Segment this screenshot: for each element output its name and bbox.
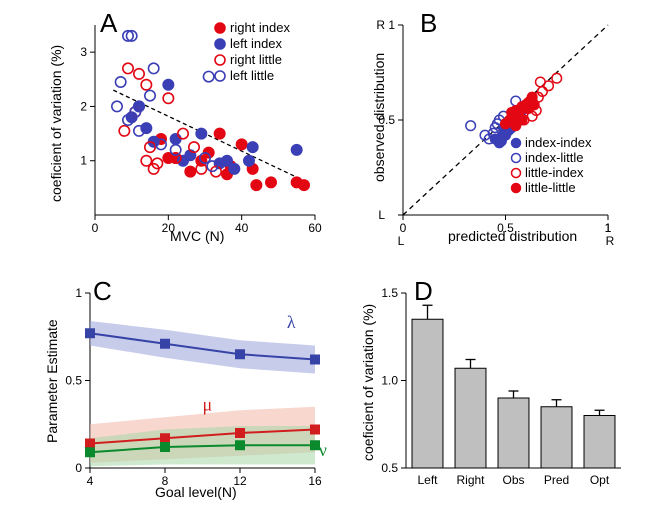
panel-D-label: D [414,276,433,307]
svg-text:λ: λ [287,312,296,332]
svg-text:1.0: 1.0 [381,374,398,388]
svg-text:L: L [398,234,405,248]
svg-text:1: 1 [75,286,82,300]
panel-D-ylabel: coeficient of variation (%) [360,304,376,461]
panel-C-plot: 48121600.51λμν [40,278,345,506]
figure: A coeficient of variation (%) MVC (N) 0 2… [0,0,661,522]
svg-text:Obs: Obs [502,473,524,487]
svg-text:2: 2 [80,99,87,113]
svg-text:right little: right little [230,52,282,67]
svg-text:left index: left index [230,36,283,51]
panel-A-label: A [100,8,117,39]
svg-text:40: 40 [235,221,249,235]
svg-text:little-little: little-little [525,180,576,195]
svg-text:1.5: 1.5 [381,286,398,300]
panel-B: B observed distribution predicted distri… [348,10,643,248]
svg-text:0.5: 0.5 [65,374,82,388]
svg-text:index-index: index-index [525,135,592,150]
svg-text:4: 4 [87,474,94,488]
svg-text:R: R [606,234,615,248]
panel-B-ylabel: observed distribution [371,53,387,182]
panel-B-label: B [420,8,437,39]
panel-D: D coeficient of variation (%) 0.5 1.0 1.5 L… [348,278,643,508]
svg-text:μ: μ [203,394,213,414]
panel-A-ylabel: coeficient of variation (%) [48,45,64,202]
panel-B-xlabel: predicted distribution [448,228,577,244]
svg-text:little-index: little-index [525,165,584,180]
svg-text:16: 16 [308,474,322,488]
panel-C-ylabel: Parameter Estimate [44,319,60,443]
svg-text:Left: Left [417,473,438,487]
panel-C-label: C [93,276,112,307]
svg-text:1: 1 [80,154,87,168]
svg-text:60: 60 [308,221,322,235]
svg-text:left little: left little [230,68,274,83]
svg-text:0: 0 [92,221,99,235]
panel-A-plot: 0204060123right indexleft indexright lit… [40,10,335,248]
panel-C-xlabel: Goal level(N) [155,484,237,500]
panel-C: C Parameter Estimate Goal level(N) 48121… [40,278,335,508]
svg-text:L: L [378,208,385,222]
svg-text:right index: right index [230,20,290,35]
svg-text:0: 0 [75,461,82,475]
svg-text:index-little: index-little [525,150,584,165]
svg-text:0: 0 [400,221,407,235]
panel-A-xlabel: MVC (N) [170,228,224,244]
svg-text:0.5: 0.5 [381,461,398,475]
panel-B-plot: 0.51010.5LRLR 1index-indexindex-littleli… [348,10,643,248]
svg-text:Right: Right [456,473,485,487]
panel-D-plot: 0.5 1.0 1.5 Left Right Obs Pred Opt [348,278,643,506]
svg-text:ν: ν [319,440,327,460]
svg-text:Pred: Pred [544,473,569,487]
panel-A: A coeficient of variation (%) MVC (N) 0 2… [40,10,335,248]
svg-text:3: 3 [80,45,87,59]
svg-text:1: 1 [605,221,612,235]
svg-text:R 1: R 1 [376,18,395,32]
svg-text:Opt: Opt [590,473,610,487]
